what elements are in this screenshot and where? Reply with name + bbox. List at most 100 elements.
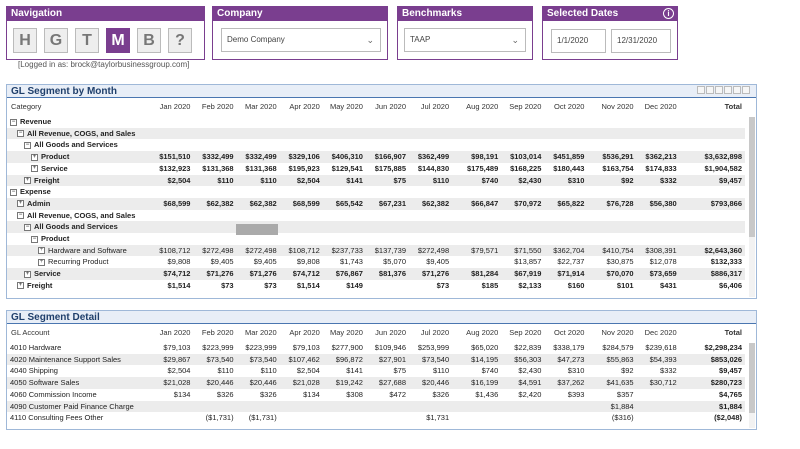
column-header[interactable]: Dec 2020 <box>644 102 677 111</box>
column-header[interactable]: Apr 2020 <box>289 102 320 111</box>
expand-icon[interactable]: + <box>24 177 31 185</box>
column-header[interactable]: Oct 2020 <box>554 102 585 111</box>
row-label[interactable]: + Service <box>7 268 151 280</box>
column-header[interactable]: Jan 2020 <box>159 328 191 337</box>
scrollbar-thumb[interactable] <box>749 343 755 413</box>
table-cell: $1,904,582 <box>704 163 742 173</box>
table-cell <box>680 116 745 128</box>
table-cell <box>193 127 237 140</box>
end-date-input[interactable]: 12/31/2020 <box>611 29 671 53</box>
collapse-icon[interactable]: − <box>17 212 24 220</box>
row-label[interactable]: + Freight <box>7 174 151 187</box>
column-header[interactable]: Aug 2020 <box>466 102 499 111</box>
row-label[interactable]: − All Goods and Services <box>7 221 151 234</box>
column-header[interactable]: GL Account <box>11 328 50 337</box>
column-header[interactable]: Feb 2020 <box>201 328 234 337</box>
collapse-icon[interactable]: − <box>31 235 38 243</box>
table-cell <box>501 233 544 245</box>
dates-card: Selected Dates i 1/1/2020 12/31/2020 <box>542 6 678 60</box>
company-dropdown[interactable]: Demo Company ⌄ <box>221 28 381 52</box>
column-header[interactable]: Nov 2020 <box>601 328 634 337</box>
column-header[interactable]: Aug 2020 <box>466 328 499 337</box>
collapse-icon[interactable]: − <box>10 188 17 196</box>
row-label[interactable]: − Revenue <box>7 116 150 128</box>
expand-icon[interactable]: + <box>38 258 45 266</box>
row-label[interactable]: − All Revenue, COGS, and Sales <box>7 210 150 222</box>
expand-icon[interactable]: + <box>17 200 24 208</box>
column-header[interactable]: Dec 2020 <box>644 328 677 337</box>
drill-down-icon[interactable] <box>706 86 714 94</box>
column-header[interactable]: Jul 2020 <box>420 102 450 111</box>
column-header[interactable]: Feb 2020 <box>201 102 234 111</box>
row-label[interactable]: + Recurring Product <box>7 256 150 268</box>
expand-icon[interactable]: + <box>31 153 38 161</box>
nav-button-b[interactable]: B <box>137 28 161 53</box>
row-label[interactable]: − All Goods and Services <box>7 139 150 151</box>
more-options-icon[interactable] <box>742 86 750 94</box>
column-header[interactable]: Sep 2020 <box>509 102 542 111</box>
expand-icon[interactable]: + <box>38 247 45 255</box>
row-label[interactable]: − Product <box>7 233 150 245</box>
table-cell <box>680 139 745 151</box>
column-header[interactable]: Jul 2020 <box>420 328 450 337</box>
scrollbar-thumb[interactable] <box>749 117 755 237</box>
start-date-input[interactable]: 1/1/2020 <box>551 29 606 53</box>
nav-button-t[interactable]: T <box>75 28 99 53</box>
vertical-scrollbar[interactable] <box>749 117 755 297</box>
row-label[interactable]: + Freight <box>7 280 150 292</box>
column-header[interactable]: Jan 2020 <box>159 102 191 111</box>
table-cell <box>587 186 636 198</box>
chevron-down-icon: ⌄ <box>366 35 374 45</box>
table-cell: $108,712 <box>279 244 323 257</box>
table-cell: $30,712 <box>636 377 680 389</box>
drill-up-icon[interactable] <box>697 86 705 94</box>
table-row: − All Revenue, COGS, and Sales <box>7 127 745 140</box>
table-cell: $20,446 <box>193 377 237 389</box>
row-label[interactable]: − Expense <box>7 186 150 198</box>
collapse-icon[interactable]: − <box>24 223 31 231</box>
expand-icon[interactable] <box>715 86 723 94</box>
expand-icon[interactable]: + <box>24 270 31 278</box>
collapse-icon[interactable]: − <box>24 141 31 149</box>
collapse-icon[interactable]: − <box>10 118 17 126</box>
row-label[interactable]: + Hardware and Software <box>7 244 151 257</box>
column-header[interactable]: May 2020 <box>329 102 363 111</box>
table-cell: $308,391 <box>636 244 680 257</box>
info-icon[interactable]: i <box>663 8 674 19</box>
column-header[interactable]: Jun 2020 <box>375 102 407 111</box>
row-label[interactable]: + Service <box>7 163 150 175</box>
row-label[interactable]: + Admin <box>7 197 151 210</box>
nav-button-h[interactable]: H <box>13 28 37 53</box>
expand-icon[interactable]: + <box>31 165 38 173</box>
nav-button-g[interactable]: G <box>44 28 68 53</box>
column-header[interactable]: Mar 2020 <box>245 328 277 337</box>
column-header[interactable]: May 2020 <box>329 328 363 337</box>
column-header[interactable]: Mar 2020 <box>245 102 277 111</box>
nav-button-m[interactable]: M <box>106 28 130 53</box>
column-header[interactable]: Total <box>724 102 742 111</box>
nav-button-help[interactable]: ? <box>168 28 192 53</box>
table-cell: $362,213 <box>636 151 680 163</box>
benchmarks-dropdown[interactable]: TAAP ⌄ <box>404 28 526 52</box>
table-cell: $76,728 <box>587 197 637 210</box>
column-header[interactable]: Sep 2020 <box>509 328 542 337</box>
table-cell: $9,405 <box>426 257 450 267</box>
row-label-text: Service <box>41 163 68 173</box>
column-header[interactable]: Category <box>11 102 42 111</box>
column-header[interactable]: Nov 2020 <box>601 102 634 111</box>
column-header[interactable]: Total <box>724 328 742 337</box>
row-label[interactable]: − All Revenue, COGS, and Sales <box>7 127 151 140</box>
column-header[interactable]: Apr 2020 <box>289 328 320 337</box>
row-label[interactable]: + Product <box>7 151 151 163</box>
vertical-scrollbar[interactable] <box>749 343 755 428</box>
table-row: 4010 Hardware $79,103 $223,999 $223,999 $79,… <box>7 342 745 354</box>
table-cell <box>452 400 502 413</box>
table-cell: $793,866 <box>679 197 745 210</box>
filter-icon[interactable] <box>724 86 732 94</box>
collapse-icon[interactable]: − <box>17 130 24 138</box>
focus-icon[interactable] <box>733 86 741 94</box>
column-header[interactable]: Oct 2020 <box>554 328 585 337</box>
column-header[interactable]: Jun 2020 <box>375 328 407 337</box>
table-cell <box>193 116 236 128</box>
expand-icon[interactable]: + <box>17 282 24 290</box>
